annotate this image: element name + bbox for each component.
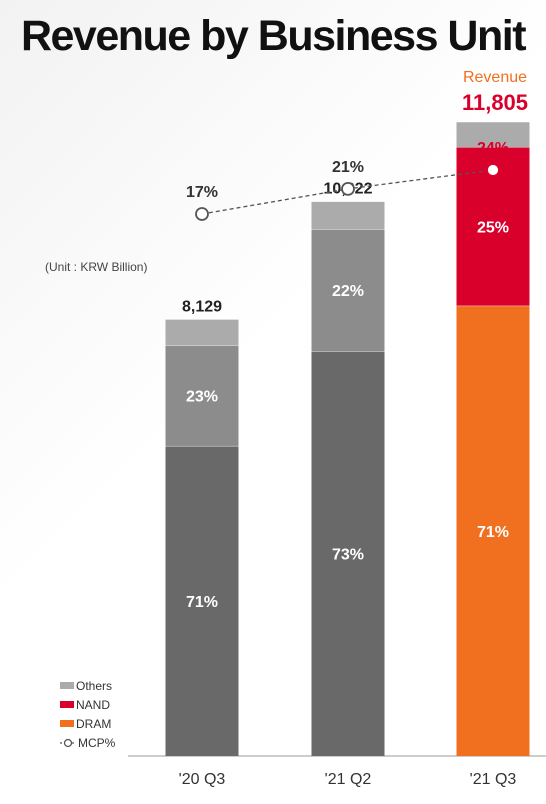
- mcp-point-1: [341, 181, 355, 196]
- legend-item-mcp: MCP%: [60, 733, 115, 752]
- legend-item-nand: NAND: [60, 695, 115, 714]
- mcp-point-0: [195, 207, 209, 221]
- mcp-label-1: 21%: [332, 159, 364, 176]
- legend-label-nand: NAND: [76, 697, 111, 712]
- legend-swatch-nand: [60, 701, 74, 708]
- x-tick-label-0: '20 Q3: [179, 771, 226, 788]
- mcp-label-0: 17%: [186, 184, 218, 201]
- total-label-0: 8,129: [182, 298, 222, 315]
- bar-dram-0: [165, 445, 239, 756]
- total-label-2: 11,805: [462, 90, 528, 115]
- bar-nand-0: [165, 345, 239, 446]
- bar-label-nand-0: 23%: [186, 389, 218, 406]
- legend: Others NAND DRAM MCP%: [60, 676, 115, 752]
- bar-others-2: [456, 121, 530, 148]
- legend-marker-mcp: [60, 738, 76, 748]
- total-caption-2: Revenue: [463, 69, 527, 86]
- unit-note: (Unit : KRW Billion): [45, 260, 148, 274]
- bar-nand-1: [311, 229, 385, 352]
- bar-dram-2: [456, 305, 530, 756]
- mcp-point-2: [486, 163, 500, 177]
- bar-label-dram-2: 71%: [477, 524, 509, 541]
- bar-label-dram-0: 71%: [186, 594, 218, 611]
- bar-dram-1: [311, 351, 385, 756]
- bar-label-nand-2: 25%: [477, 219, 509, 236]
- legend-label-dram: DRAM: [76, 716, 112, 731]
- mcp-label-2: 24%: [477, 140, 509, 157]
- legend-label-others: Others: [76, 678, 113, 693]
- legend-swatch-others: [60, 682, 74, 689]
- legend-label-mcp: MCP%: [78, 735, 116, 750]
- bar-label-dram-1: 73%: [332, 547, 364, 564]
- bar-others-0: [165, 319, 239, 346]
- bar-label-nand-1: 22%: [332, 283, 364, 300]
- legend-item-others: Others: [60, 676, 115, 695]
- bar-others-1: [311, 201, 385, 230]
- x-tick-label-1: '21 Q2: [325, 771, 372, 788]
- chart-title: Revenue by Business Unit: [20, 12, 527, 60]
- legend-item-dram: DRAM: [60, 714, 115, 733]
- x-tick-label-2: '21 Q3: [470, 771, 517, 788]
- legend-swatch-dram: [60, 720, 74, 727]
